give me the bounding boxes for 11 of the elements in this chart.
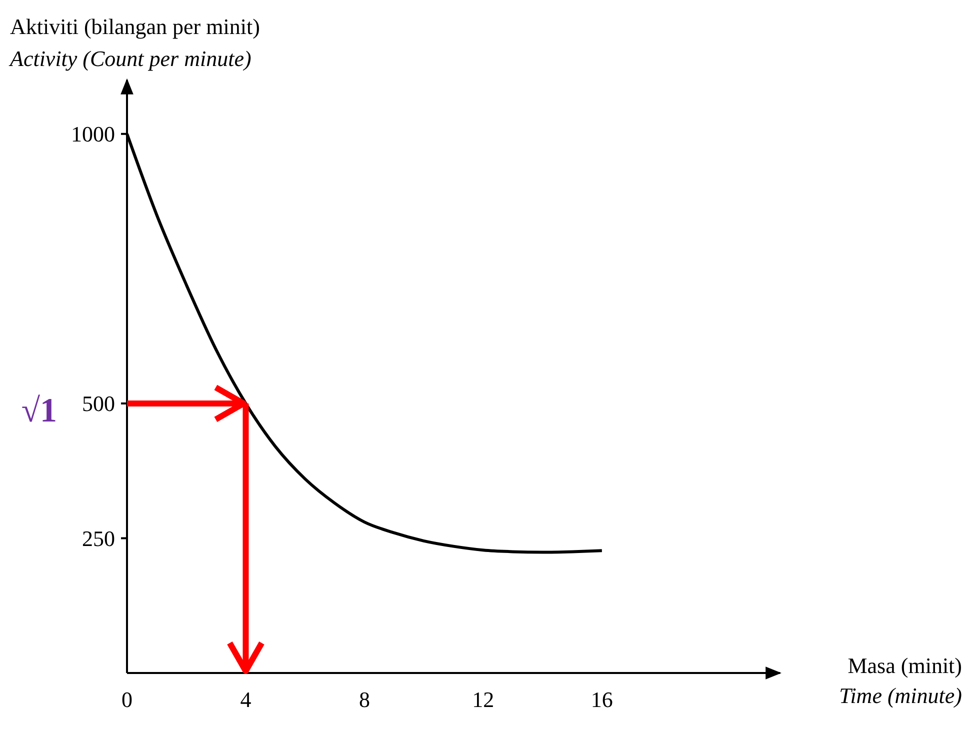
x-tick-label: 0 <box>122 687 132 712</box>
y-tick-label: 250 <box>82 526 115 551</box>
y-tick-label: 500 <box>82 391 115 416</box>
x-tick-label: 12 <box>472 687 494 712</box>
x-tick-label: 8 <box>358 687 370 712</box>
x-tick-label: 16 <box>590 687 613 712</box>
y-axis-title: Aktiviti (bilangan per minit) Activity (Count per minute) <box>8 14 260 71</box>
x-tick-label: 4 <box>240 687 252 712</box>
x-axis-title: Masa (minit) Time (minute) <box>839 653 962 708</box>
text: √1 <box>21 392 57 430</box>
y-tick-label: 1000 <box>71 122 115 147</box>
